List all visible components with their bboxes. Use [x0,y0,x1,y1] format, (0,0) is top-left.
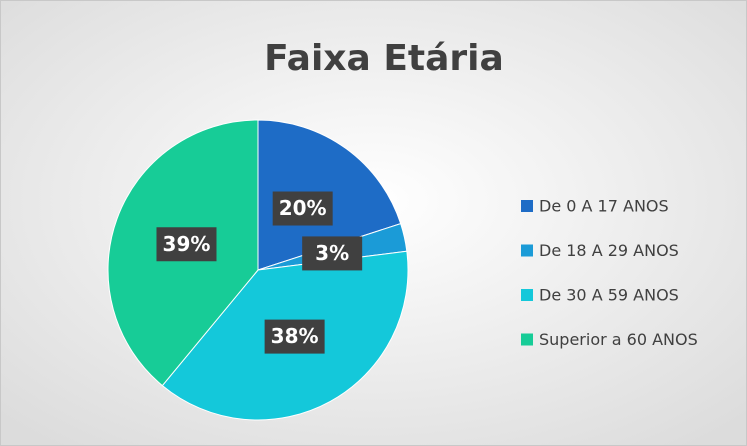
data-label-box [302,236,363,271]
data-label: 39% [163,232,211,256]
data-label-box [272,191,333,226]
legend-swatch [521,333,533,346]
data-label-box [264,319,325,354]
legend-label: De 18 A 29 ANOS [539,241,679,260]
legend-label: De 30 A 59 ANOS [539,286,679,305]
legend-label: De 0 A 17 ANOS [539,197,669,216]
legend-swatch [521,200,533,212]
legend-swatch [521,289,533,301]
chart-title: Faixa Etária [264,38,504,79]
legend-swatch [521,244,533,257]
data-label-box [156,227,217,262]
data-label: 20% [279,196,327,220]
data-label: 3% [315,241,349,265]
legend-label: Superior a 60 ANOS [539,330,698,349]
data-label: 38% [271,324,319,348]
